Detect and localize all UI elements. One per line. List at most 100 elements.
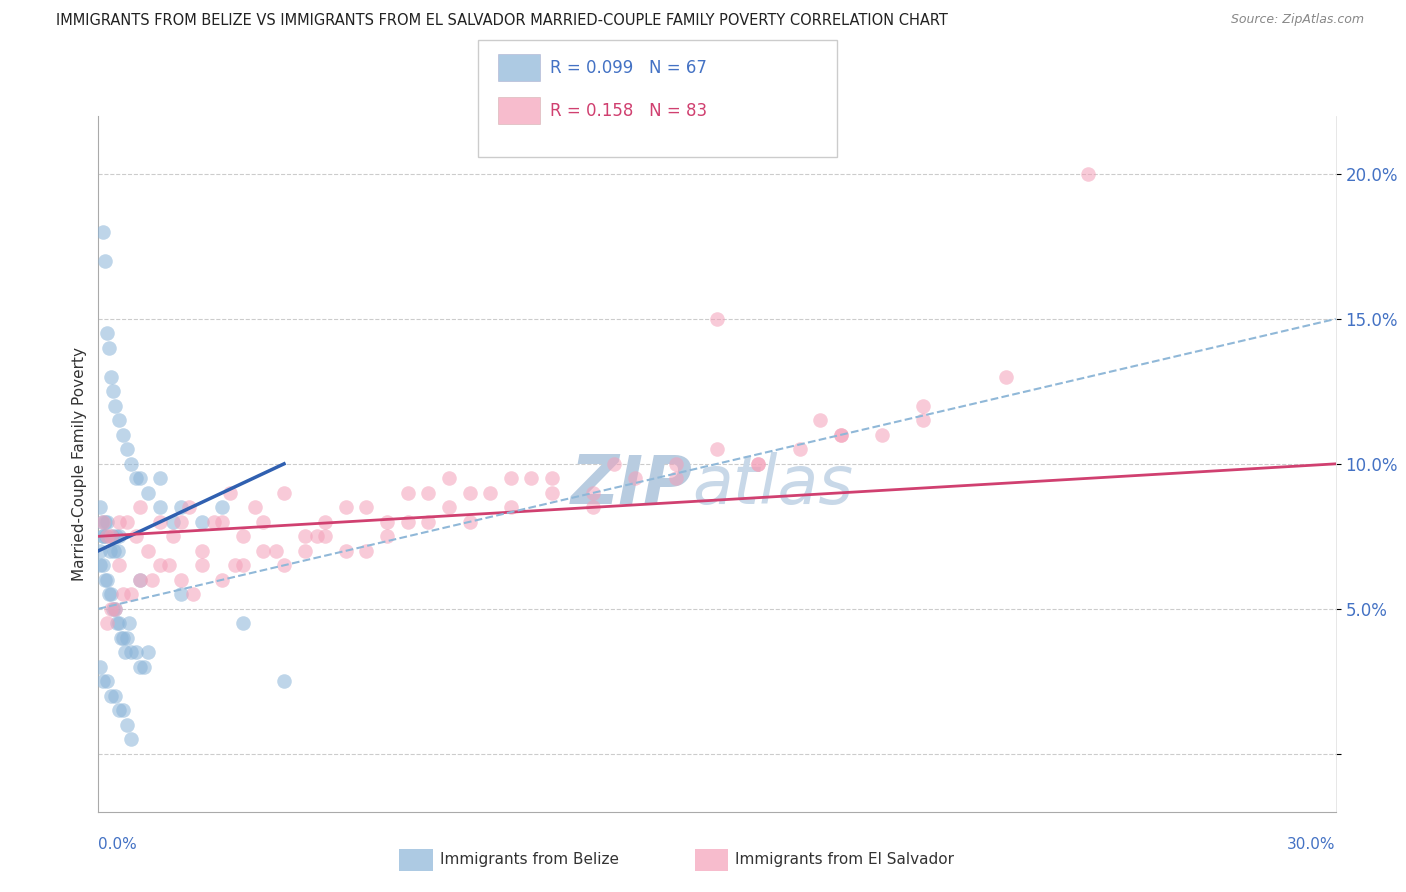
Point: [94, 529, 117, 543]
Point: [499, 500, 522, 515]
Point: [219, 485, 242, 500]
Point: [582, 485, 605, 500]
Point: [437, 500, 460, 515]
Point: [181, 587, 204, 601]
Point: [117, 631, 139, 645]
Point: [96, 573, 118, 587]
Point: [356, 500, 378, 515]
Point: [314, 515, 336, 529]
Point: [830, 428, 852, 442]
Point: [124, 645, 146, 659]
Point: [96, 529, 118, 543]
Point: [149, 515, 172, 529]
Point: [437, 471, 460, 485]
Point: [170, 587, 193, 601]
Point: [100, 602, 122, 616]
Point: [149, 558, 172, 573]
Point: [305, 529, 328, 543]
Point: [108, 529, 131, 543]
Point: [789, 442, 811, 457]
Point: [141, 573, 163, 587]
Point: [110, 631, 132, 645]
Point: [582, 500, 605, 515]
Point: [117, 717, 139, 731]
Point: [273, 674, 295, 689]
Point: [112, 631, 135, 645]
Point: [108, 703, 131, 717]
Point: [91, 558, 114, 573]
Point: [96, 326, 118, 341]
Point: [623, 471, 645, 485]
Point: [93, 515, 115, 529]
Point: [136, 645, 159, 659]
Point: [128, 471, 150, 485]
Point: [108, 413, 131, 427]
Point: [89, 500, 111, 515]
Point: [128, 573, 150, 587]
Point: [202, 515, 225, 529]
Point: [105, 616, 128, 631]
Point: [93, 529, 115, 543]
Point: [100, 369, 122, 384]
Point: [706, 442, 728, 457]
Point: [98, 544, 121, 558]
Point: [96, 674, 118, 689]
Text: R = 0.099   N = 67: R = 0.099 N = 67: [550, 59, 707, 77]
Point: [124, 471, 146, 485]
Point: [117, 442, 139, 457]
Point: [396, 485, 419, 500]
Point: [162, 515, 184, 529]
Point: [252, 515, 274, 529]
Point: [870, 428, 893, 442]
Point: [108, 515, 131, 529]
Point: [458, 485, 481, 500]
Point: [118, 616, 141, 631]
Point: [97, 341, 120, 355]
Point: [149, 500, 172, 515]
Point: [100, 587, 122, 601]
Point: [541, 471, 564, 485]
Point: [132, 660, 155, 674]
Point: [356, 544, 378, 558]
Point: [91, 225, 114, 239]
Point: [100, 689, 122, 703]
Point: [93, 254, 115, 268]
Point: [120, 732, 142, 747]
Point: [120, 645, 142, 659]
Point: [211, 515, 233, 529]
Point: [211, 500, 233, 515]
Point: [179, 500, 201, 515]
Point: [747, 457, 769, 471]
Point: [170, 500, 193, 515]
Point: [665, 457, 688, 471]
Point: [479, 485, 502, 500]
Point: [418, 485, 440, 500]
Text: Source: ZipAtlas.com: Source: ZipAtlas.com: [1230, 13, 1364, 27]
Point: [117, 515, 139, 529]
Point: [96, 616, 118, 631]
Point: [128, 660, 150, 674]
Point: [101, 384, 124, 399]
Text: IMMIGRANTS FROM BELIZE VS IMMIGRANTS FROM EL SALVADOR MARRIED-COUPLE FAMILY POVE: IMMIGRANTS FROM BELIZE VS IMMIGRANTS FRO…: [56, 13, 948, 29]
Point: [170, 573, 193, 587]
Point: [136, 544, 159, 558]
Y-axis label: Married-Couple Family Poverty: Married-Couple Family Poverty: [72, 347, 87, 581]
Point: [112, 587, 135, 601]
Point: [128, 573, 150, 587]
Point: [294, 544, 316, 558]
Point: [157, 558, 180, 573]
Point: [89, 660, 111, 674]
Point: [520, 471, 543, 485]
Point: [114, 645, 136, 659]
Point: [149, 471, 172, 485]
Point: [994, 369, 1017, 384]
Point: [170, 515, 193, 529]
Point: [112, 703, 135, 717]
Point: [89, 544, 111, 558]
Text: Immigrants from Belize: Immigrants from Belize: [440, 853, 619, 867]
Point: [120, 587, 142, 601]
Point: [499, 471, 522, 485]
Text: atlas: atlas: [692, 451, 853, 517]
Point: [90, 515, 112, 529]
Point: [912, 399, 935, 413]
